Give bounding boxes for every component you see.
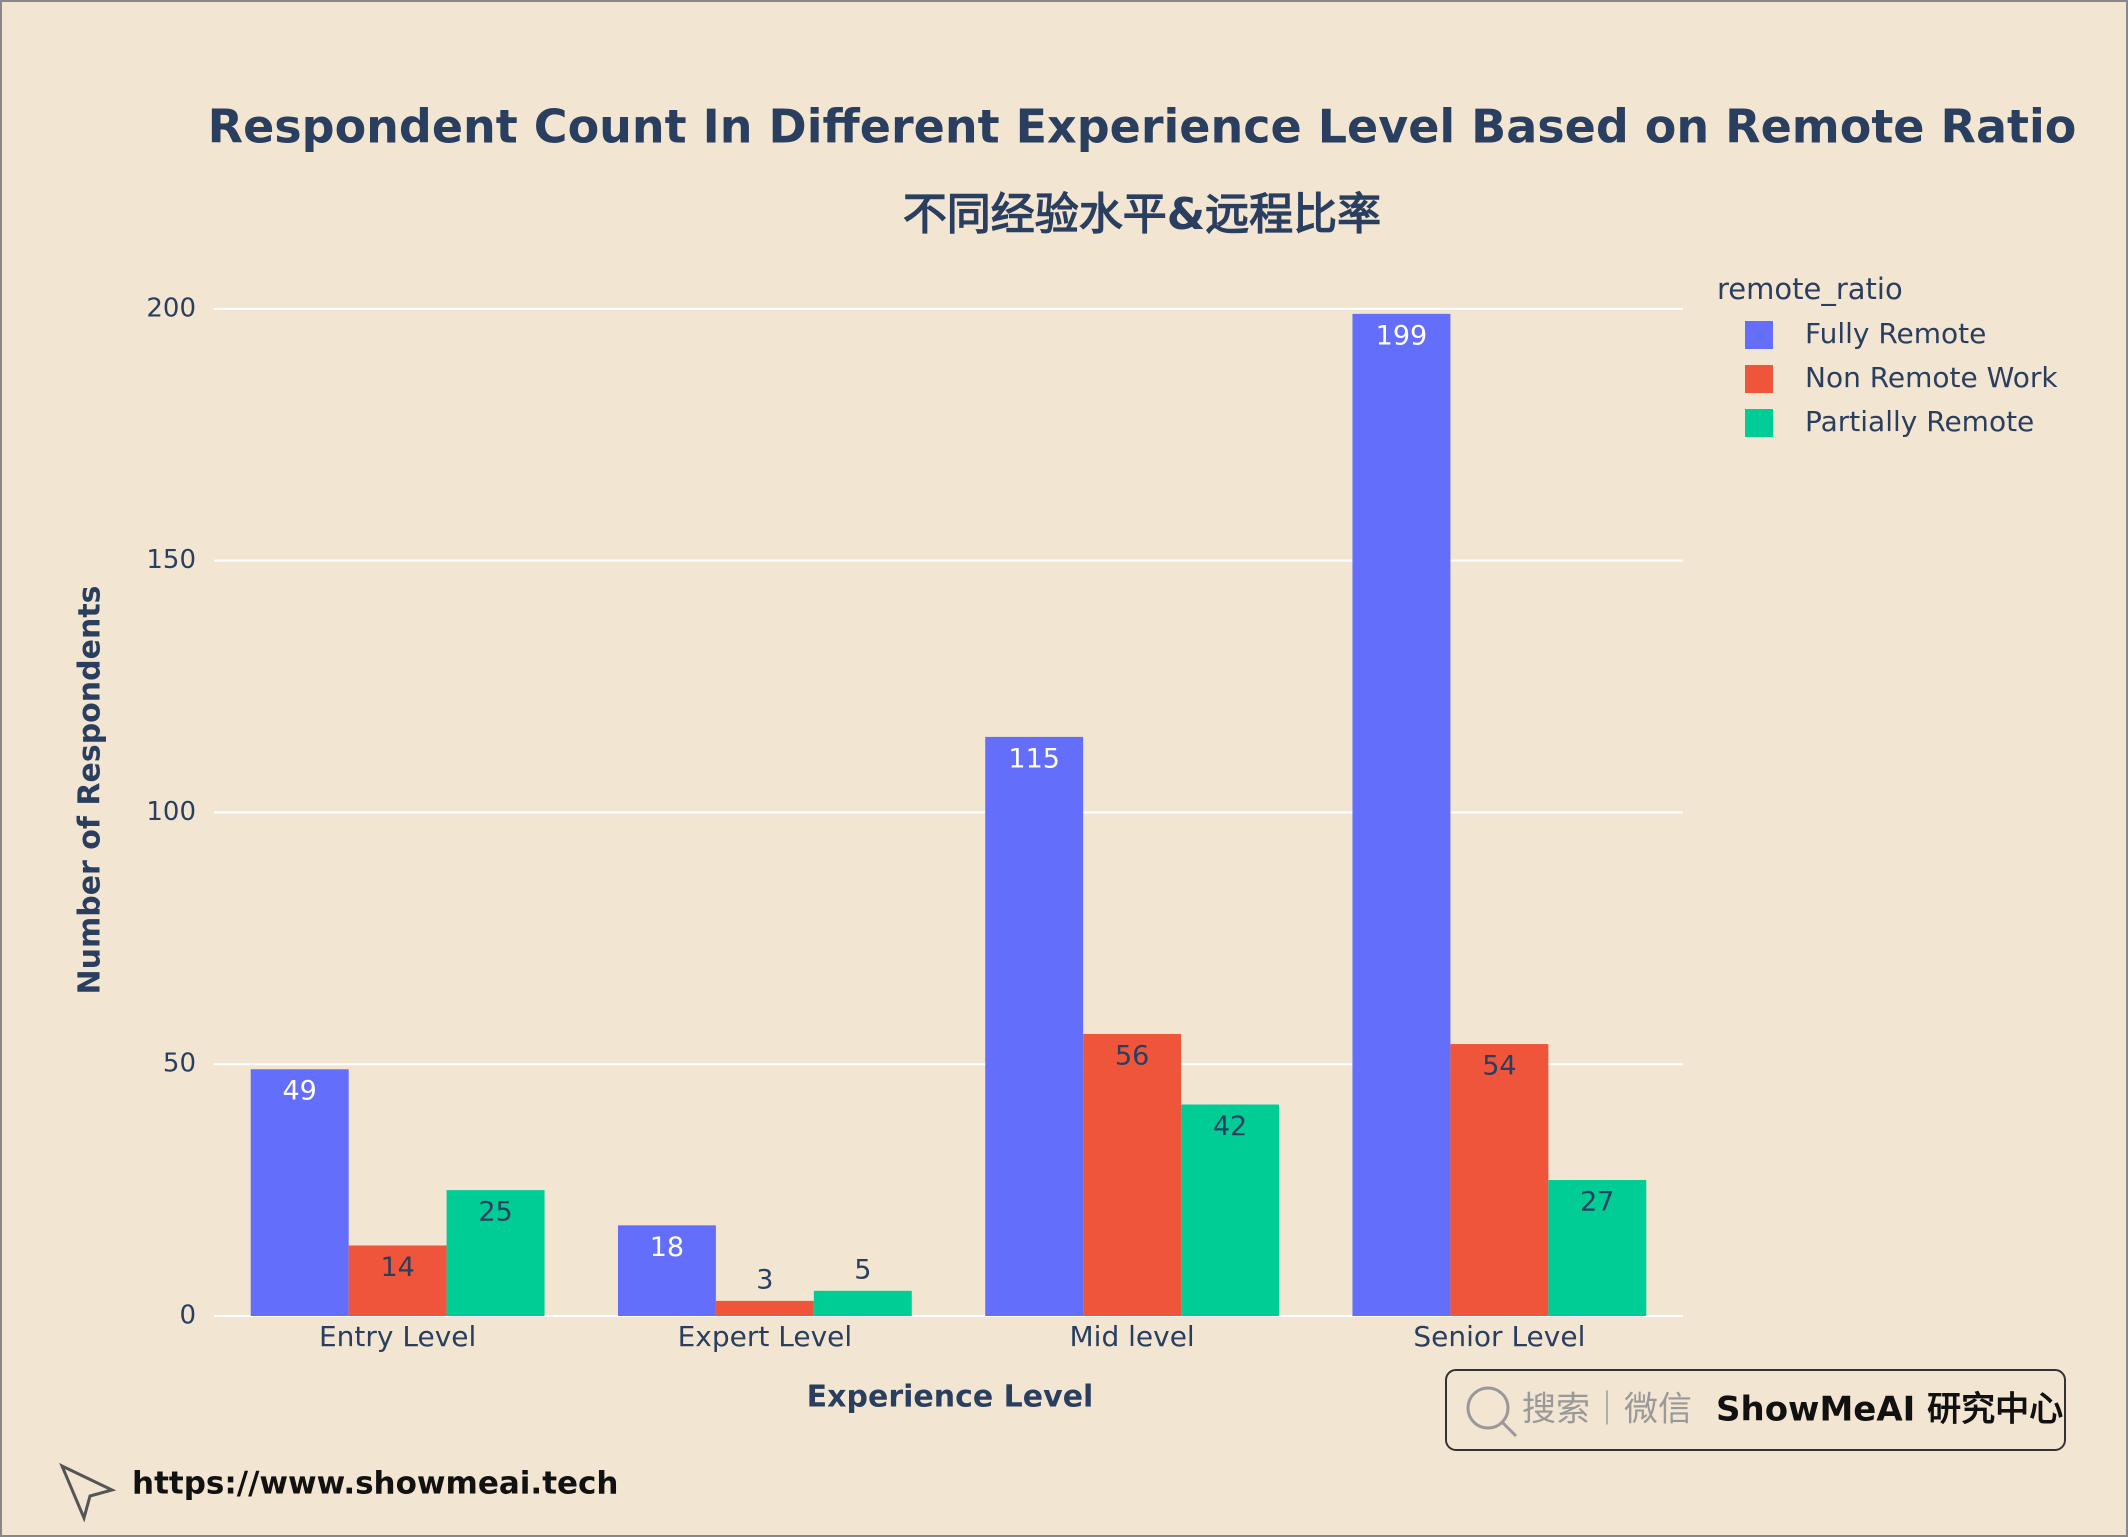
search-icon xyxy=(1500,1420,1518,1438)
x-axis-label: Experience Level xyxy=(807,1380,1094,1415)
bar xyxy=(1181,1104,1280,1316)
search-icon xyxy=(1466,1386,1510,1430)
x-tick-label: Entry Level xyxy=(319,1320,476,1353)
y-tick-label: 150 xyxy=(146,545,196,575)
value-label: 25 xyxy=(478,1197,512,1228)
watermark-box xyxy=(1445,1369,2066,1451)
value-label: 18 xyxy=(650,1232,684,1263)
bar xyxy=(715,1300,814,1316)
x-tick-label: Senior Level xyxy=(1413,1320,1585,1353)
legend-label: Fully Remote xyxy=(1805,317,1986,350)
bar xyxy=(1083,1033,1182,1316)
value-label: 27 xyxy=(1580,1187,1614,1218)
value-label: 56 xyxy=(1115,1040,1149,1071)
value-label: 49 xyxy=(283,1076,317,1107)
x-tick-label: Mid level xyxy=(1070,1320,1195,1353)
value-label: 3 xyxy=(756,1264,773,1295)
y-tick-label: 50 xyxy=(163,1049,196,1079)
chart-subtitle: 不同经验水平&远程比率 xyxy=(903,189,1381,240)
value-label: 115 xyxy=(1008,743,1060,774)
legend-swatch xyxy=(1745,409,1773,437)
bar xyxy=(446,1190,545,1316)
y-axis-label: Number of Respondents xyxy=(73,585,108,994)
legend-swatch xyxy=(1745,365,1773,393)
legend-label: Non Remote Work xyxy=(1805,361,2058,394)
value-label: 14 xyxy=(380,1252,414,1283)
bar xyxy=(1352,313,1451,1317)
y-tick-label: 200 xyxy=(146,293,196,323)
url: https://www.showmeai.tech xyxy=(132,1466,619,1502)
bar xyxy=(250,1069,349,1316)
legend-swatch xyxy=(1745,321,1773,349)
bar xyxy=(813,1290,912,1316)
bar xyxy=(985,736,1084,1316)
watermark-search: 搜索｜微信 xyxy=(1522,1390,1692,1430)
legend-label: Partially Remote xyxy=(1805,405,2034,438)
value-label: 54 xyxy=(1482,1051,1516,1082)
watermark-brand: ShowMeAI 研究中心 xyxy=(1716,1390,2063,1430)
bar xyxy=(1450,1044,1549,1316)
bar xyxy=(348,1245,447,1316)
value-label: 199 xyxy=(1376,320,1428,351)
x-tick-label: Expert Level xyxy=(678,1320,853,1353)
chart-title: Respondent Count In Different Experience… xyxy=(208,100,2077,154)
y-tick-label: 0 xyxy=(179,1301,196,1331)
bar xyxy=(1548,1180,1647,1316)
value-label: 5 xyxy=(854,1254,871,1285)
y-tick-label: 100 xyxy=(146,797,196,827)
legend-title: remote_ratio xyxy=(1717,272,1903,306)
value-label: 42 xyxy=(1213,1111,1247,1142)
bar xyxy=(617,1225,716,1316)
cursor-icon xyxy=(59,1462,117,1523)
